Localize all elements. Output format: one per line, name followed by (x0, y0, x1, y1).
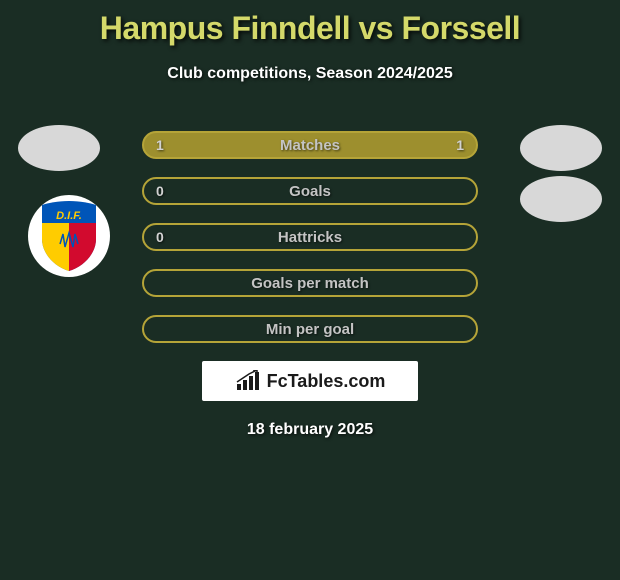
team-badge-left: D.I.F. (28, 195, 110, 277)
stat-value-left: 1 (156, 137, 176, 153)
stat-value-right: 1 (444, 137, 464, 153)
shield-icon: D.I.F. (38, 199, 100, 273)
branding-text: FcTables.com (267, 371, 386, 392)
stat-value-left: 0 (156, 183, 176, 199)
player-right-placeholder-1 (520, 125, 602, 171)
stat-row-hattricks: 0 Hattricks (142, 223, 478, 251)
chart-icon (235, 370, 263, 392)
stat-row-goals: 0 Goals (142, 177, 478, 205)
stat-row-matches: 1 Matches 1 (142, 131, 478, 159)
dif-badge: D.I.F. (38, 199, 100, 273)
player-right-placeholder-2 (520, 176, 602, 222)
player-left-placeholder-1 (18, 125, 100, 171)
stat-row-min-per-goal: Min per goal (142, 315, 478, 343)
stat-value-left: 0 (156, 229, 176, 245)
stat-row-goals-per-match: Goals per match (142, 269, 478, 297)
stat-label: Min per goal (266, 321, 354, 338)
stat-label: Matches (280, 137, 340, 154)
date-text: 18 february 2025 (0, 421, 620, 439)
stat-label: Hattricks (278, 229, 342, 246)
page-title: Hampus Finndell vs Forssell (0, 0, 620, 47)
svg-text:D.I.F.: D.I.F. (56, 210, 82, 222)
subtitle: Club competitions, Season 2024/2025 (0, 65, 620, 83)
stat-label: Goals (289, 183, 331, 200)
branding-box[interactable]: FcTables.com (202, 361, 418, 401)
stat-label: Goals per match (251, 275, 369, 292)
main-container: Hampus Finndell vs Forssell Club competi… (0, 0, 620, 439)
